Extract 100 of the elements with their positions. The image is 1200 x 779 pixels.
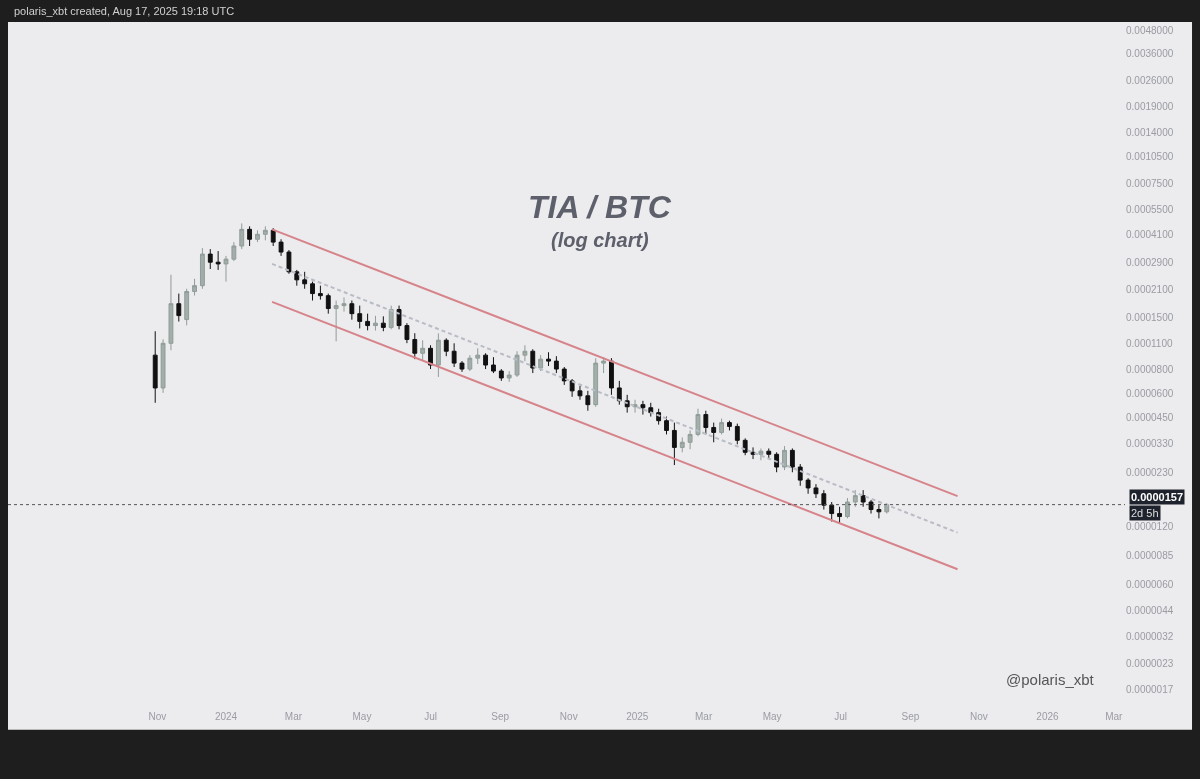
candlestick <box>561 366 567 386</box>
y-tick-label: 0.0014000 <box>1126 126 1174 138</box>
candlestick <box>727 420 732 431</box>
y-tick-label: 0.0000450 <box>1126 411 1174 423</box>
candlestick <box>506 370 512 383</box>
y-tick-label: 0.0005500 <box>1126 204 1174 216</box>
candlestick <box>278 238 284 257</box>
x-tick-label: 2025 <box>626 711 649 722</box>
candlestick <box>868 499 874 515</box>
y-tick-label: 0.0000330 <box>1126 437 1174 449</box>
y-tick-label: 0.0000120 <box>1126 521 1174 533</box>
x-tick-label: Mar <box>694 711 713 722</box>
candlestick <box>734 423 740 445</box>
candlestick <box>782 445 787 471</box>
candlestick <box>451 342 457 368</box>
x-tick-label: Jul <box>424 711 437 722</box>
candlestick <box>860 489 866 508</box>
candlestick <box>530 348 536 374</box>
candlestick <box>255 229 260 243</box>
y-tick-label: 0.0000017 <box>1126 683 1174 695</box>
candlestick <box>687 429 693 450</box>
y-tick-label: 0.0026000 <box>1126 75 1174 87</box>
y-tick-label: 0.0000800 <box>1126 364 1174 376</box>
candlestick <box>837 506 842 525</box>
candlestick <box>184 288 190 326</box>
candlestick <box>239 222 245 250</box>
candlestick <box>671 422 677 466</box>
candlestick <box>711 422 717 443</box>
y-tick-label: 0.0000044 <box>1126 604 1174 616</box>
x-tick-label: Sep <box>491 711 510 722</box>
y-tick-label: 0.0000085 <box>1126 550 1174 562</box>
candlestick <box>365 313 371 331</box>
candlestick <box>876 504 882 519</box>
candlestick <box>420 339 426 361</box>
candlestick <box>270 227 276 247</box>
x-tick-label: May <box>352 711 372 722</box>
candlestick <box>758 447 764 461</box>
x-tick-label: Mar <box>1105 711 1124 722</box>
candlestick <box>333 300 339 342</box>
x-tick-label: 2026 <box>1036 711 1060 722</box>
y-tick-label: 0.0000600 <box>1126 387 1174 399</box>
candlestick <box>176 293 182 323</box>
candlestick <box>498 368 504 382</box>
y-tick-label: 0.0000023 <box>1126 658 1174 670</box>
candlestick <box>325 293 331 315</box>
candlestick <box>483 352 489 370</box>
candlestick <box>719 418 724 435</box>
y-tick-label: 0.0010500 <box>1126 150 1174 162</box>
candlestick <box>231 241 237 262</box>
text: (log chart) <box>551 229 650 251</box>
y-tick-label: 0.0036000 <box>1126 48 1174 60</box>
y-tick-label: 0.0019000 <box>1126 101 1174 113</box>
x-tick-label: Nov <box>970 711 988 722</box>
candlestick <box>538 354 544 372</box>
candlestick <box>695 408 701 437</box>
candlestick <box>317 285 323 301</box>
candlestick <box>168 274 174 351</box>
candlestick <box>310 281 315 301</box>
text: polaris_xbt created, Aug 17, 2025 19:18 UTC <box>14 5 235 17</box>
candlestick <box>593 357 599 408</box>
candlestick <box>388 305 394 330</box>
candlestick <box>373 315 378 332</box>
candlestick <box>797 463 803 487</box>
y-tick-label: 0.0000060 <box>1126 578 1174 590</box>
x-tick-label: Sep <box>901 711 920 722</box>
candlestick <box>789 447 795 473</box>
candlestick <box>585 390 591 412</box>
candlestick <box>467 354 473 372</box>
candlestick <box>412 332 418 360</box>
y-tick-label: 0.0000230 <box>1126 467 1174 479</box>
candlestick <box>813 483 819 499</box>
ref-line-label: 0.0000157 <box>1131 491 1183 503</box>
candlestick <box>522 344 528 362</box>
y-tick-label: 0.0002900 <box>1126 257 1174 269</box>
annotation: @polaris_xbt <box>1006 671 1095 688</box>
candlestick <box>199 247 205 290</box>
y-tick-label: 0.0048000 <box>1126 24 1174 36</box>
candlestick <box>845 497 850 519</box>
candlestick <box>286 249 292 275</box>
candlestick <box>152 330 158 404</box>
y-tick-label: 0.0000032 <box>1126 631 1174 643</box>
candlestick <box>852 489 858 508</box>
candlestick <box>223 255 229 283</box>
candlestick <box>396 305 402 330</box>
x-tick-label: Jul <box>834 711 848 722</box>
candlestick <box>774 451 780 473</box>
candlestick <box>349 300 355 321</box>
candlestick <box>821 489 827 511</box>
candlestick <box>553 355 559 374</box>
candlestick <box>302 271 308 290</box>
candlestick <box>640 400 646 416</box>
candlestick <box>491 356 496 374</box>
candlestick <box>160 338 166 394</box>
candlestick <box>459 360 465 373</box>
x-tick-label: Nov <box>559 711 578 722</box>
candlestick <box>750 446 756 460</box>
candlestick <box>435 332 441 378</box>
y-tick-label: 0.0001100 <box>1126 337 1173 349</box>
candlestick <box>742 437 748 456</box>
candlestick <box>632 399 638 414</box>
